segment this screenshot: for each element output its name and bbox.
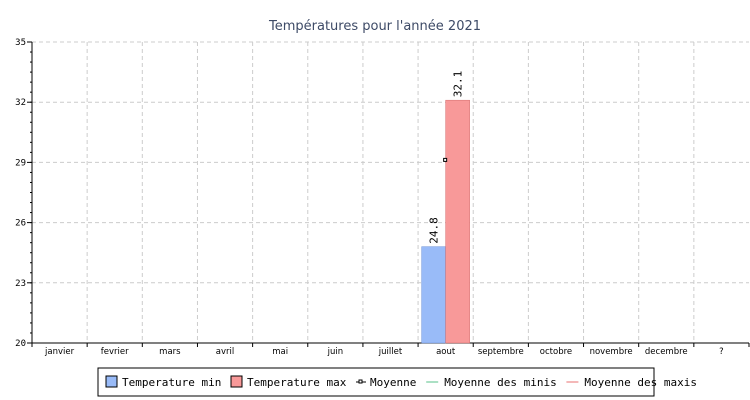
y-tick-label: 23 [15, 279, 26, 289]
x-tick-label: septembre [478, 347, 524, 357]
chart-title: Températures pour l'année 2021 [268, 19, 481, 34]
data-labels: 24.8 32.1 [428, 71, 465, 244]
bar [445, 99, 470, 344]
x-tick-label: avril [216, 347, 234, 357]
x-tick-label: janvier [44, 347, 75, 357]
legend-marker-moyenne [358, 379, 363, 384]
legend-label: Moyenne [370, 376, 416, 389]
x-tick-label: mai [272, 347, 288, 357]
x-tick-label: fevrier [101, 347, 129, 357]
x-tick-label: juillet [378, 347, 403, 357]
moyenne-marker [443, 157, 448, 162]
x-tick-label: decembre [645, 347, 688, 357]
y-tick-label: 29 [15, 158, 26, 168]
y-tick-label: 35 [15, 38, 26, 48]
legend-swatch [105, 375, 118, 388]
legend-label: Temperature min [122, 376, 221, 389]
axes: 20 23 26 29 32 35 janvier fevrier mars avril mai ju… [15, 38, 750, 357]
data-label: 24.8 [428, 217, 441, 244]
legend-label: Moyenne des minis [444, 376, 557, 389]
y-tick-label: 26 [15, 219, 26, 229]
bar [421, 246, 446, 344]
grid [32, 41, 749, 343]
x-tick-label: octobre [540, 347, 572, 357]
bars [421, 99, 470, 344]
x-tick-label: mars [159, 347, 181, 357]
x-tick-label: novembre [590, 347, 633, 357]
y-tick-label: 20 [15, 339, 26, 349]
legend: Temperature min Temperature max Moyenne Moy… [97, 367, 697, 397]
x-tick-label: aout [436, 347, 456, 357]
y-tick-label: 32 [15, 98, 26, 108]
x-tick-label: juin [327, 347, 344, 357]
legend-swatch [230, 375, 243, 388]
data-label: 32.1 [452, 71, 465, 98]
legend-label: Temperature max [247, 376, 347, 389]
x-tick-label: ? [719, 347, 724, 357]
legend-label: Moyenne des maxis [584, 376, 697, 389]
legend-box [97, 367, 655, 397]
